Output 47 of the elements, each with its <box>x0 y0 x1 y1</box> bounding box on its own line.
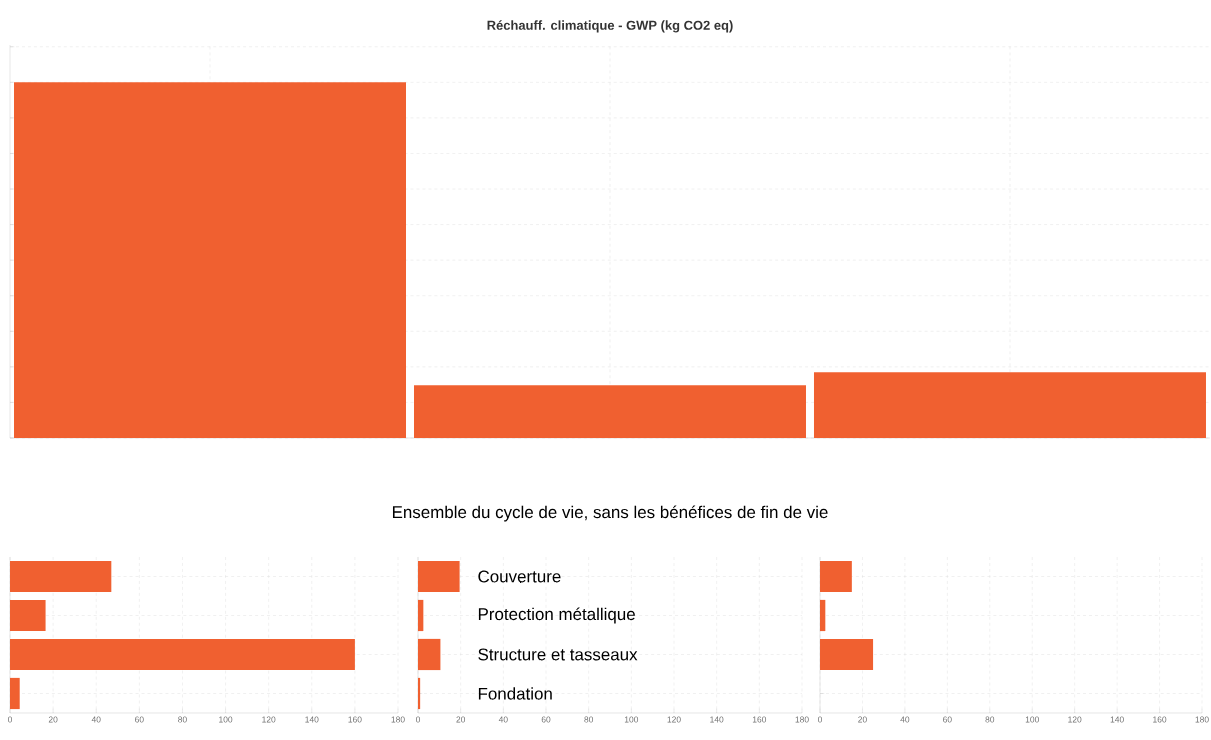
x-tick-label: 180 <box>1195 716 1209 723</box>
x-tick-label: 40 <box>91 716 101 723</box>
bar <box>418 638 441 671</box>
bar <box>418 677 421 710</box>
bar <box>10 599 46 632</box>
x-tick-label: 140 <box>1110 716 1124 723</box>
x-tick-label: 20 <box>858 716 867 723</box>
y-tick-label: Protection métallique <box>478 607 635 624</box>
x-tick-label: 0 <box>7 716 13 723</box>
x-tick-label: 140 <box>305 716 319 723</box>
bar <box>820 560 852 593</box>
x-tick-label: 40 <box>900 716 910 723</box>
x-tick-label: 180 <box>391 716 405 723</box>
bar <box>10 560 112 593</box>
x-tick-label: 0 <box>817 716 823 723</box>
x-tick-label: 60 <box>135 716 144 723</box>
x-tick-label: 0 <box>415 716 421 723</box>
bar <box>418 560 460 593</box>
x-tick-label: 100 <box>624 716 639 723</box>
x-tick-label: 80 <box>178 716 187 723</box>
x-tick-label: 80 <box>985 716 995 723</box>
x-tick-label: 100 <box>219 716 233 723</box>
bar <box>10 677 20 710</box>
x-tick-label: 180 <box>795 716 809 723</box>
chart-title: Réchauff. climatique - GWP (kg CO2 eq) <box>487 20 733 33</box>
x-tick-label: 120 <box>262 716 276 723</box>
y-tick-label: Couverture <box>478 570 561 583</box>
y-tick-label: Fondation <box>478 687 552 700</box>
x-tick-label: 160 <box>752 716 767 723</box>
bar <box>10 638 355 671</box>
x-tick-label: 160 <box>1153 716 1167 723</box>
chart-title: Ensemble du cycle de vie, sans les bénéfices de fin de vie <box>392 505 828 522</box>
x-tick-label: 20 <box>48 716 58 723</box>
bar <box>418 599 424 632</box>
bar <box>820 638 874 671</box>
x-tick-label: 20 <box>456 716 466 723</box>
x-tick-label: 40 <box>498 716 508 723</box>
x-tick-label: 60 <box>943 716 952 723</box>
x-tick-label: 140 <box>710 716 724 723</box>
x-tick-label: 80 <box>584 716 594 723</box>
x-tick-label: 160 <box>348 716 362 723</box>
x-tick-label: 120 <box>667 716 681 723</box>
x-tick-label: 100 <box>1025 716 1039 723</box>
bar <box>820 599 826 632</box>
y-tick-label: Structure et tasseaux <box>478 648 638 661</box>
x-tick-label: 60 <box>541 716 551 723</box>
x-tick-label: 120 <box>1068 716 1082 723</box>
